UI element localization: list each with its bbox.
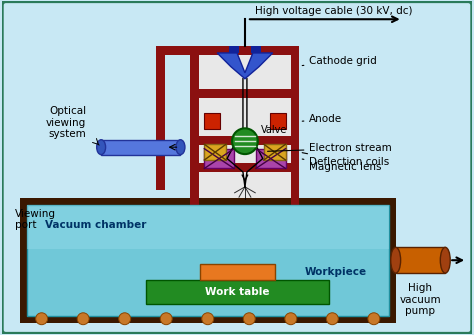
Bar (191, 163, 300, 172)
Text: Cathode grid: Cathode grid (302, 56, 377, 66)
Bar (146, 280, 329, 304)
Circle shape (368, 313, 380, 325)
Bar (191, 136, 300, 145)
Bar (396, 247, 445, 273)
Polygon shape (217, 53, 273, 79)
Text: Valve: Valve (261, 125, 287, 135)
Ellipse shape (440, 247, 450, 273)
Text: High voltage cable (30 kV, dc): High voltage cable (30 kV, dc) (255, 6, 412, 16)
Ellipse shape (97, 140, 106, 155)
Text: Workpiece: Workpiece (304, 267, 366, 277)
Bar (191, 46, 199, 219)
Circle shape (202, 313, 214, 325)
Bar (191, 46, 300, 55)
Bar (155, 46, 164, 190)
Bar (20, 198, 396, 323)
Bar (204, 144, 226, 160)
Bar (229, 46, 239, 53)
Bar (27, 205, 389, 249)
Bar (291, 46, 300, 219)
Text: Deflection coils: Deflection coils (302, 153, 390, 167)
Bar (155, 46, 191, 55)
Bar (199, 55, 291, 219)
Circle shape (232, 128, 258, 154)
Bar (264, 144, 286, 160)
Bar (270, 114, 286, 129)
Text: Vacuum chamber: Vacuum chamber (45, 219, 146, 229)
Text: Electron stream: Electron stream (267, 143, 392, 153)
Text: Viewing
port: Viewing port (15, 209, 56, 230)
Text: High
vacuum
pump: High vacuum pump (400, 283, 441, 316)
Bar (191, 89, 300, 97)
Text: Magnetic lens: Magnetic lens (302, 159, 382, 172)
Bar (201, 264, 275, 280)
Circle shape (160, 313, 172, 325)
Circle shape (119, 313, 131, 325)
Bar (27, 205, 389, 316)
Ellipse shape (391, 247, 401, 273)
Bar (204, 114, 220, 129)
Bar (251, 46, 261, 53)
Ellipse shape (176, 140, 185, 155)
Bar (101, 140, 181, 155)
Circle shape (285, 313, 297, 325)
Circle shape (327, 313, 338, 325)
Text: Work table: Work table (205, 287, 270, 297)
Circle shape (77, 313, 89, 325)
Text: Anode: Anode (302, 114, 343, 124)
Bar (256, 149, 286, 169)
Circle shape (36, 313, 47, 325)
Text: Optical
viewing
system: Optical viewing system (46, 106, 86, 139)
Circle shape (243, 313, 255, 325)
Bar (204, 149, 234, 169)
